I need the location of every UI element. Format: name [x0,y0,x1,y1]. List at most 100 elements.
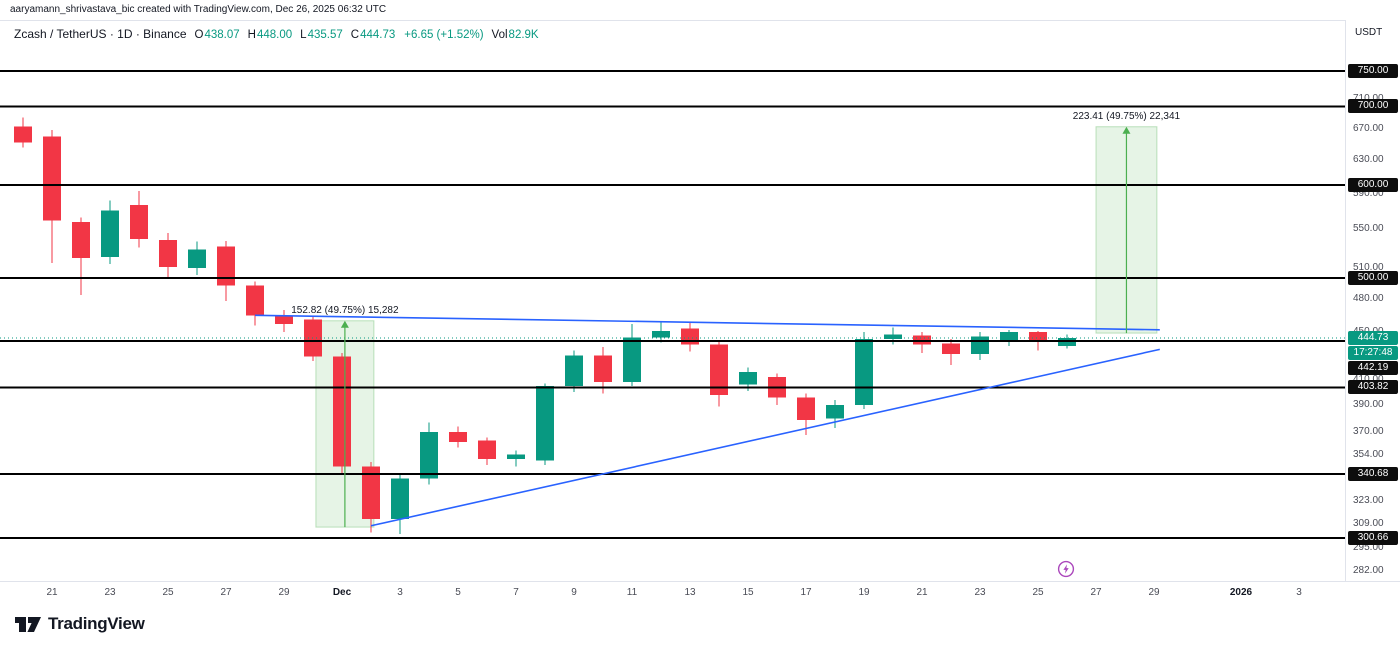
legend-item-value: 438.07 [204,29,240,41]
price-tick-label: 590.00 [1353,187,1384,199]
time-tick-label: 2026 [1229,587,1253,598]
candle [565,350,583,393]
candle [217,240,235,302]
time-tick-label: 7 [513,587,519,598]
legend-item-value: 448.00 [256,29,293,41]
time-tick-label: 3 [1296,587,1302,598]
candle [594,347,612,394]
current-price-badge: 444.73 [1348,331,1398,346]
candle [188,241,206,276]
price-tick-label: 670.00 [1353,122,1384,134]
time-axis[interactable]: 21 23 25 27 29 Dec 3 5 7 9 11 13 15 17 19 21 23 25 27 29 202… [0,581,1400,604]
tradingview-logo-text: TradingView [48,614,145,633]
candle [72,217,90,295]
price-tick-label: 550.00 [1353,223,1384,235]
attribution-text: aaryamann_shrivastava_bic created with T… [10,4,387,15]
trendline[interactable] [370,348,1160,527]
symbol-legend[interactable]: Zcash / TetherUS · 1D · Binance O438.07 H4… [14,27,539,41]
measure-arrowhead [1122,126,1131,134]
candle [536,383,554,465]
time-tick-label: 5 [455,587,461,598]
time-tick-label: 21 [46,587,58,598]
time-tick-label: 25 [1032,587,1044,598]
price-tick-label: 390.00 [1353,399,1384,411]
measure-label: 152.82 (49.75%) 15,282 [291,305,399,316]
price-level-badge: 403.82 [1348,380,1398,395]
price-level-badge: 750.00 [1348,64,1398,78]
price-tick-label: 630.00 [1353,154,1384,166]
candle [43,130,61,264]
candle [14,117,32,148]
candle [391,473,409,535]
candle [304,316,322,362]
symbol-title: Zcash / TetherUS · 1D · Binance [14,27,187,41]
currency-label: USDT [1355,27,1383,38]
countdown-badge: 17:27:48 [1348,346,1398,361]
candle [449,426,467,448]
price-tick-label: 370.00 [1353,426,1384,438]
time-tick-label: 3 [397,587,403,598]
ohlc-readout: O438.07 H448.00 L435.57 C444.73 +6.65 (+1.52… [187,27,539,41]
time-tick-label: 21 [916,587,928,598]
time-tick-label: 29 [278,587,290,598]
time-tick-label: 23 [974,587,986,598]
price-tick-label: 309.00 [1353,518,1384,530]
legend-item-value: 435.57 [307,29,343,41]
candle [275,309,293,333]
price-level-badge: 600.00 [1348,178,1398,193]
price-tick-label: 510.00 [1353,262,1384,274]
time-tick-label: 29 [1148,587,1160,598]
time-tick-label: 25 [162,587,174,598]
candle [855,332,873,410]
candle [681,321,699,352]
candle [826,399,844,428]
price-tick-label: 480.00 [1353,293,1384,305]
candle [246,281,264,326]
price-tick-label: 295.00 [1353,541,1384,553]
time-tick-label: Dec [332,587,352,598]
measure-label: 223.41 (49.75%) 22,341 [1073,111,1181,122]
time-tick-label: 15 [742,587,754,598]
trendline[interactable] [254,314,1160,331]
time-tick-label: 13 [684,587,696,598]
price-tick-label: 710.00 [1353,93,1384,105]
price-axis[interactable]: USDT 710.00 670.00 630.00 590.00 550.00 510.0… [1345,20,1400,581]
candle [333,352,351,474]
time-tick-label: 11 [626,587,638,598]
price-tick-label: 410.00 [1353,373,1384,385]
legend-item-label: Vol [491,29,508,41]
candle [971,332,989,361]
price-tick-label: 354.00 [1353,448,1384,460]
legend-item-value: 444.73 [360,29,396,41]
price-level-badge: 700.00 [1348,99,1398,114]
events-lightning-icon[interactable] [1057,560,1075,578]
legend-item-label: C [350,29,360,41]
price-level-badge: 340.68 [1348,467,1398,482]
time-tick-label: 27 [220,587,232,598]
candle [913,332,931,353]
candle [101,200,119,265]
legend-item-label: L [300,29,307,41]
candle [768,373,786,406]
tradingview-logo-icon [15,617,41,632]
time-tick-label: 17 [800,587,812,598]
price-tick-label: 323.00 [1353,495,1384,507]
legend-item-label: H [247,29,256,41]
price-tick-label: 282.00 [1353,564,1384,576]
legend-item-value: +6.65 (+1.52%) [404,29,484,41]
price-level-badge: 300.66 [1348,531,1398,546]
divider [0,20,1400,21]
candle [942,338,960,365]
time-tick-label: 19 [858,587,870,598]
price-level-badge: 500.00 [1348,271,1398,286]
measure-arrowhead [340,320,349,328]
candle [130,191,148,248]
candle [623,324,641,386]
candle [652,320,670,343]
legend-item-value: 82.9K [508,29,539,41]
candle [159,233,177,280]
tradingview-logo[interactable]: TradingView [14,613,145,635]
time-tick-label: 9 [571,587,577,598]
